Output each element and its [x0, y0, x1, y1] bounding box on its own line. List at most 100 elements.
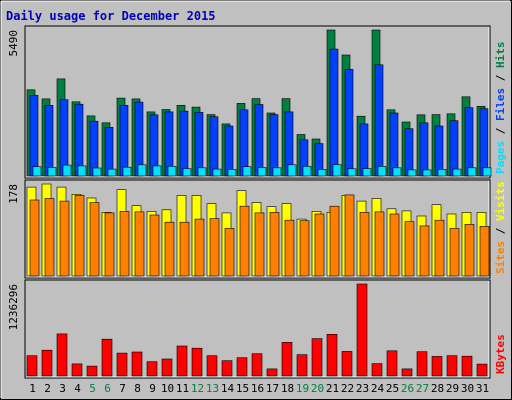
bar-pages-22	[347, 168, 357, 177]
bar-pages-26	[407, 169, 417, 177]
bar-files-17	[269, 114, 279, 177]
bar-sites-14	[224, 228, 235, 277]
bar-files-27	[419, 122, 429, 177]
x-tick-day-1: 1	[29, 382, 36, 395]
bar-kbytes-12	[191, 347, 203, 377]
bar-sites-15	[239, 205, 250, 277]
bar-files-2	[44, 105, 54, 177]
bar-pages-17	[272, 167, 282, 177]
bar-sites-7	[119, 211, 130, 277]
bar-files-30	[464, 107, 474, 177]
x-tick-day-23: 23	[356, 382, 369, 395]
bar-kbytes-17	[266, 368, 278, 377]
bar-sites-2	[44, 198, 55, 277]
bar-files-11	[179, 110, 189, 177]
bar-pages-2	[47, 167, 57, 177]
bar-pages-14	[227, 169, 237, 177]
bar-sites-17	[269, 212, 280, 277]
legend-hits: Hits	[494, 42, 507, 69]
bar-pages-6	[107, 168, 117, 177]
x-tick-day-8: 8	[134, 382, 141, 395]
bar-pages-8	[137, 164, 147, 177]
bar-kbytes-4	[71, 363, 83, 377]
bar-kbytes-24	[371, 363, 383, 377]
bar-kbytes-28	[431, 356, 443, 377]
bar-pages-15	[242, 166, 252, 177]
bar-sites-27	[419, 225, 430, 277]
y-max-label-kbytes: 1236296	[7, 284, 20, 330]
x-tick-day-29: 29	[446, 382, 459, 395]
bar-kbytes-3	[56, 333, 68, 377]
bar-kbytes-5	[86, 365, 98, 377]
x-tick-day-13: 13	[206, 382, 219, 395]
bar-files-13	[209, 116, 219, 177]
bar-pages-30	[467, 167, 477, 177]
bar-pages-7	[122, 166, 132, 177]
bar-files-26	[404, 128, 414, 177]
legend-separator: /	[494, 121, 507, 141]
x-tick-day-17: 17	[266, 382, 279, 395]
x-tick-day-20: 20	[311, 382, 324, 395]
bar-files-12	[194, 112, 204, 177]
bar-sites-10	[164, 221, 175, 277]
bar-kbytes-30	[461, 355, 473, 377]
x-tick-day-22: 22	[341, 382, 354, 395]
bar-pages-20	[317, 169, 327, 177]
bar-pages-28	[437, 169, 447, 177]
bar-kbytes-31	[476, 363, 488, 377]
side-legend-visits_sites: Sites / Visits	[494, 181, 507, 274]
x-tick-day-27: 27	[416, 382, 429, 395]
bar-pages-1	[32, 166, 42, 177]
bar-kbytes-9	[146, 361, 158, 377]
bar-files-15	[239, 109, 249, 177]
bar-files-24	[374, 64, 384, 177]
bar-files-14	[224, 125, 234, 177]
bar-kbytes-1	[26, 355, 38, 377]
bar-kbytes-6	[101, 338, 113, 377]
bar-sites-30	[464, 224, 475, 277]
bar-pages-31	[482, 167, 492, 177]
bar-files-21	[329, 48, 339, 177]
bar-pages-10	[167, 166, 177, 177]
bar-pages-4	[77, 165, 87, 177]
bar-sites-31	[479, 226, 490, 277]
y-max-label-hits_files_pages: 5490	[7, 30, 20, 57]
side-legend-kbytes: KBytes	[494, 334, 507, 374]
bar-sites-29	[449, 228, 460, 277]
bar-sites-25	[389, 213, 400, 277]
bar-sites-5	[89, 202, 100, 277]
bar-files-25	[389, 112, 399, 177]
x-tick-day-12: 12	[191, 382, 204, 395]
bar-files-4	[74, 103, 84, 177]
bar-sites-21	[329, 205, 340, 277]
bar-kbytes-29	[446, 355, 458, 377]
bar-sites-18	[284, 219, 295, 277]
x-tick-day-7: 7	[119, 382, 126, 395]
legend-visits: Visits	[494, 181, 507, 221]
bar-sites-3	[59, 200, 70, 277]
bar-sites-16	[254, 212, 265, 277]
bar-files-23	[359, 123, 369, 177]
x-tick-day-21: 21	[326, 382, 339, 395]
x-tick-day-4: 4	[74, 382, 81, 395]
bar-kbytes-14	[221, 360, 233, 377]
bar-files-7	[119, 105, 129, 177]
bar-sites-1	[29, 199, 40, 277]
bar-kbytes-23	[356, 283, 368, 377]
x-tick-day-28: 28	[431, 382, 444, 395]
bar-pages-25	[392, 167, 402, 177]
bar-kbytes-27	[416, 351, 428, 377]
chart-title: Daily usage for December 2015	[6, 9, 216, 23]
x-tick-day-2: 2	[44, 382, 51, 395]
bar-files-31	[479, 108, 489, 177]
x-tick-day-30: 30	[461, 382, 474, 395]
bar-sites-28	[434, 219, 445, 277]
bar-pages-19	[302, 166, 312, 177]
bar-kbytes-15	[236, 357, 248, 377]
bar-pages-18	[287, 164, 297, 177]
bar-sites-20	[314, 213, 325, 277]
x-tick-day-11: 11	[176, 382, 189, 395]
bar-sites-11	[179, 221, 190, 277]
side-legend-hits_files_pages: Pages / Files / Hits	[494, 42, 507, 175]
bar-sites-6	[104, 212, 115, 277]
